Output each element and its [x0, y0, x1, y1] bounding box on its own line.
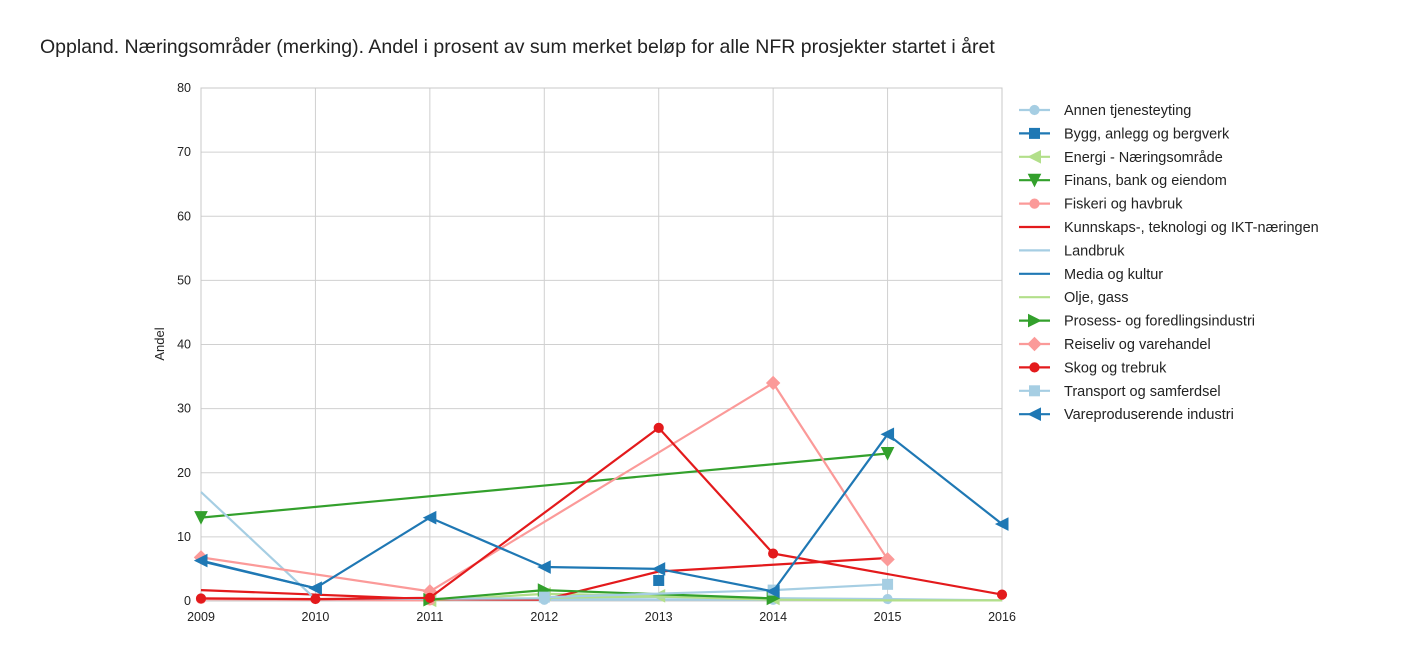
legend-label: Skog og trebruk — [1064, 360, 1167, 376]
data-point — [195, 593, 207, 604]
y-tick-label: 20 — [177, 466, 191, 480]
legend-entry: Finans, bank og eiendom — [1019, 173, 1227, 189]
data-point — [538, 591, 550, 603]
data-point — [882, 578, 894, 590]
legend-label: Energi - Næringsområde — [1064, 150, 1223, 166]
data-point — [310, 593, 321, 605]
data-point — [308, 581, 322, 595]
legend-marker — [1027, 407, 1041, 422]
data-point — [194, 511, 208, 525]
series-14 — [193, 427, 1009, 599]
legend-label: Vareproduserende industri — [1064, 407, 1234, 423]
data-point — [651, 562, 666, 576]
data-point — [193, 553, 208, 568]
x-tick-label: 2015 — [874, 610, 902, 624]
x-tick-label: 2011 — [416, 610, 443, 624]
y-tick-label: 30 — [177, 402, 191, 416]
y-axis-label: Andel — [152, 327, 167, 360]
legend-label: Reiseliv og varehandel — [1064, 337, 1211, 353]
y-tick-label: 70 — [177, 145, 191, 159]
legend-entry: Olje, gass — [1019, 290, 1128, 306]
legend-entry: Reiseliv og varehandel — [1019, 336, 1211, 353]
legend-label: Finans, bank og eiendom — [1064, 173, 1227, 189]
series-2 — [653, 574, 665, 586]
data-point — [765, 375, 781, 391]
legend-marker — [1029, 127, 1040, 139]
y-tick-label: 40 — [177, 338, 191, 352]
data-point — [424, 592, 435, 603]
y-tick-label: 80 — [177, 81, 191, 95]
legend-label: Bygg, anlegg og bergverk — [1064, 126, 1230, 142]
legend-marker — [1029, 198, 1040, 209]
series-line — [200, 452, 888, 519]
data-point — [653, 574, 665, 586]
x-tick-label: 2014 — [759, 610, 787, 624]
legend-label: Media og kultur — [1064, 267, 1163, 283]
legend-marker — [1027, 149, 1041, 164]
legend-label: Annen tjenesteyting — [1064, 103, 1191, 119]
data-point — [653, 422, 664, 433]
legend-entry: Annen tjenesteyting — [1019, 103, 1191, 119]
series-line — [200, 433, 1003, 593]
legend-entry: Vareproduserende industri — [1019, 407, 1234, 423]
legend-entry: Media og kultur — [1019, 267, 1163, 283]
legend-label: Kunnskaps-, teknologi og IKT-næringen — [1064, 220, 1319, 236]
legend-marker — [1027, 173, 1042, 188]
x-tick-label: 2012 — [530, 610, 558, 624]
grid-layer — [200, 87, 1003, 602]
data-point — [880, 447, 895, 461]
x-tick-label: 2010 — [302, 610, 330, 624]
data-point — [994, 517, 1009, 531]
legend-label: Olje, gass — [1064, 290, 1128, 306]
series-line — [200, 426, 1003, 601]
series-layer — [193, 375, 1009, 608]
legend-marker — [1027, 336, 1042, 352]
legend-label: Fiskeri og havbruk — [1064, 197, 1183, 213]
y-tick-label: 60 — [177, 209, 191, 223]
data-point — [422, 510, 437, 525]
x-tick-label: 2009 — [187, 610, 215, 624]
y-tick-label: 50 — [177, 273, 191, 287]
x-tick-label: 2016 — [988, 610, 1016, 624]
legend-entry: Transport og samferdsel — [1019, 384, 1221, 400]
legend-marker — [1029, 385, 1040, 397]
legend-marker — [1028, 313, 1042, 328]
data-point — [768, 548, 779, 559]
legend-entry: Prosess- og foredlingsindustri — [1019, 314, 1255, 330]
legend-entry: Bygg, anlegg og bergverk — [1019, 126, 1230, 142]
x-tick-label: 2013 — [645, 610, 673, 624]
y-tick-label: 0 — [184, 594, 191, 608]
data-point — [880, 427, 895, 442]
series-4 — [194, 447, 895, 525]
legend-entry: Energi - Næringsområde — [1019, 150, 1223, 166]
data-point — [880, 552, 895, 567]
legend-label: Transport og samferdsel — [1064, 384, 1221, 400]
data-point — [537, 560, 551, 574]
plot-frame — [200, 87, 1003, 602]
legend: Annen tjenesteyting Bygg, anlegg og bergv… — [1019, 103, 1319, 423]
legend-entry: Skog og trebruk — [1019, 360, 1167, 376]
data-point — [766, 584, 780, 599]
y-tick-label: 10 — [177, 530, 191, 544]
legend-marker — [1029, 362, 1040, 373]
legend-entry: Landbruk — [1019, 243, 1125, 259]
legend-marker — [1029, 104, 1040, 116]
legend-entry: Kunnskaps-, teknologi og IKT-næringen — [1019, 220, 1319, 236]
series-line — [200, 381, 889, 593]
legend-label: Landbruk — [1064, 243, 1125, 259]
data-point — [996, 589, 1008, 600]
legend-label: Prosess- og foredlingsindustri — [1064, 314, 1255, 330]
axis-layer: 0 10 20 30 40 50 60 70 80 2009 2010 2011 2012 2013 201… — [177, 81, 1016, 624]
legend-entry: Fiskeri og havbruk — [1019, 197, 1183, 213]
chart-title: Oppland. Næringsområder (merking). Andel… — [40, 36, 995, 58]
series-12 — [195, 422, 1008, 605]
